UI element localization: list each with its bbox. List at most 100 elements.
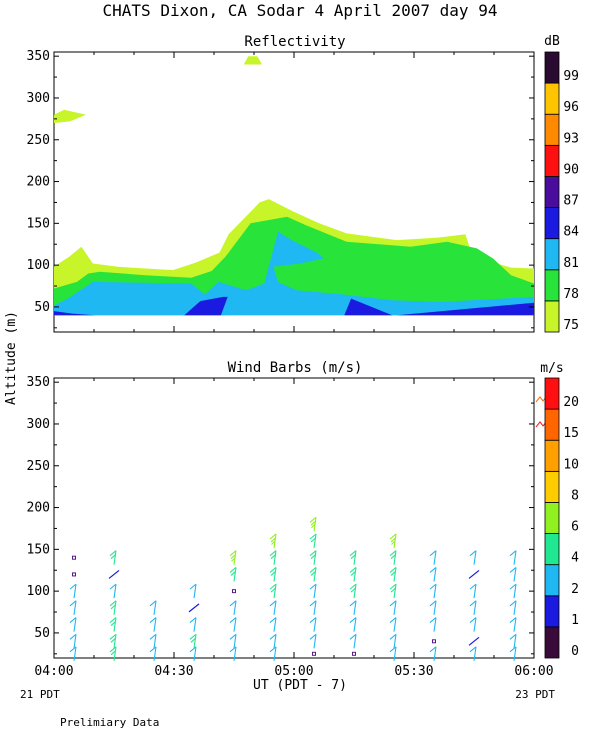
wind-barb — [429, 646, 437, 661]
wind-barb — [349, 566, 357, 582]
reflectivity-y-tick-label: 250 — [27, 133, 50, 148]
wind-colorbar-swatch — [544, 470, 560, 503]
wind-barb — [469, 583, 477, 599]
wind-barbs-panel: Wind Barbs (m/s) 5010015020025030035004:… — [27, 360, 580, 679]
x-axis-label: UT (PDT - 7) — [253, 678, 347, 693]
wind-barb — [389, 600, 397, 615]
wind-barb — [229, 633, 237, 649]
wind-barbs-title: Wind Barbs (m/s) — [228, 360, 363, 376]
wind-barb — [309, 600, 317, 615]
wind-barb — [429, 550, 437, 565]
wind-barb — [69, 633, 77, 649]
reflectivity-title: Reflectivity — [244, 34, 345, 50]
wind-barb — [108, 569, 120, 579]
wind-barb — [149, 646, 157, 661]
wind-x-tick-label: 04:00 — [34, 664, 73, 679]
reflectivity-panel: Reflectivity 50 100 150 200 250 300 350 dB 75 7… — [27, 34, 580, 333]
reflectivity-colorbar-label: 99 — [563, 69, 579, 84]
wind-barb — [469, 550, 477, 565]
reflectivity-contour-84 — [344, 298, 393, 316]
wind-barb — [269, 550, 277, 565]
wind-barb — [269, 583, 277, 599]
wind-barb — [309, 633, 317, 649]
wind-x-tick-label: 05:30 — [394, 664, 433, 679]
wind-barb — [109, 583, 117, 599]
wind-barbs-plot-frame — [53, 377, 535, 659]
wind-colorbar-unit: m/s — [540, 361, 563, 376]
wind-barb — [389, 617, 397, 632]
footer-note: Prelimiary Data — [60, 716, 159, 729]
reflectivity-colorbar-label: 87 — [563, 194, 579, 209]
y-axis-label: Altitude (m) — [4, 311, 19, 405]
reflectivity-colorbar-swatch — [544, 51, 560, 84]
wind-barb — [309, 617, 317, 632]
wind-barbs-axes: 50 100 150 200 250 300 350 04:00 04:30 05:00 05:30… — [27, 375, 554, 679]
wind-colorbar-swatch — [544, 595, 560, 628]
reflectivity-colorbar-swatch — [544, 269, 560, 302]
wind-barb — [389, 633, 397, 649]
wind-barb — [269, 646, 277, 661]
wind-y-tick-label: 250 — [27, 459, 50, 474]
wind-barb — [69, 646, 77, 661]
reflectivity-y-tick-label: 300 — [27, 91, 50, 106]
wind-barb — [149, 600, 157, 615]
reflectivity-axes: 50 100 150 200 250 300 350 — [27, 49, 535, 332]
wind-barb — [269, 566, 277, 582]
wind-colorbar-swatch — [544, 439, 560, 472]
wind-colorbar-swatch — [544, 408, 560, 441]
wind-barb — [389, 583, 397, 599]
wind-barb — [429, 583, 437, 599]
wind-barb — [229, 600, 237, 615]
reflectivity-y-tick-label: 100 — [27, 258, 50, 273]
reflectivity-colorbar-label: 81 — [563, 256, 579, 271]
wind-barb — [309, 583, 317, 599]
wind-barb — [109, 550, 117, 565]
wind-barb — [349, 633, 357, 649]
wind-barb — [72, 555, 76, 560]
wind-barb — [469, 617, 477, 632]
wind-barb — [429, 566, 437, 582]
wind-barb — [189, 646, 197, 661]
wind-y-tick-label: 100 — [27, 584, 50, 599]
wind-y-tick-label: 350 — [27, 375, 50, 390]
wind-y-tick-label: 200 — [27, 501, 50, 516]
wind-barb — [69, 600, 77, 615]
wind-barb — [149, 633, 157, 649]
wind-barb — [468, 569, 480, 579]
wind-barb — [149, 617, 157, 632]
reflectivity-colorbar-swatch — [544, 144, 560, 177]
wind-colorbar-swatch — [544, 533, 560, 566]
wind-colorbar-swatch — [544, 564, 560, 597]
wind-barb — [432, 639, 436, 644]
wind-barb — [509, 566, 517, 582]
wind-colorbar: m/s 0 1 2 4 6 8 10 15 20 — [540, 361, 579, 659]
wind-barb — [468, 636, 480, 646]
wind-barb — [389, 646, 397, 661]
wind-colorbar-label: 1 — [571, 613, 579, 628]
wind-barb — [349, 600, 357, 615]
wind-barb — [349, 550, 357, 565]
wind-barb — [189, 633, 197, 649]
wind-barbs — [69, 395, 548, 661]
wind-barb — [309, 550, 317, 565]
wind-barb — [309, 533, 317, 549]
wind-barb — [429, 617, 437, 632]
wind-barb — [312, 651, 316, 656]
reflectivity-colorbar-swatch — [544, 113, 560, 146]
wind-barb — [509, 646, 517, 661]
wind-y-tick-label: 300 — [27, 417, 50, 432]
wind-colorbar-swatch — [544, 502, 560, 534]
wind-barb — [232, 589, 236, 594]
wind-barb — [352, 651, 356, 656]
reflectivity-colorbar-label: 78 — [563, 287, 579, 302]
reflectivity-colorbar-label: 93 — [563, 131, 579, 146]
wind-y-tick-label: 150 — [27, 542, 50, 557]
wind-barb — [229, 566, 237, 582]
wind-barb — [109, 617, 117, 632]
wind-barb — [309, 566, 317, 582]
wind-colorbar-label: 2 — [571, 582, 579, 597]
wind-barb — [69, 617, 77, 632]
reflectivity-colorbar: dB 75 78 81 84 87 90 93 96 99 — [544, 34, 579, 333]
wind-barb — [72, 572, 76, 577]
